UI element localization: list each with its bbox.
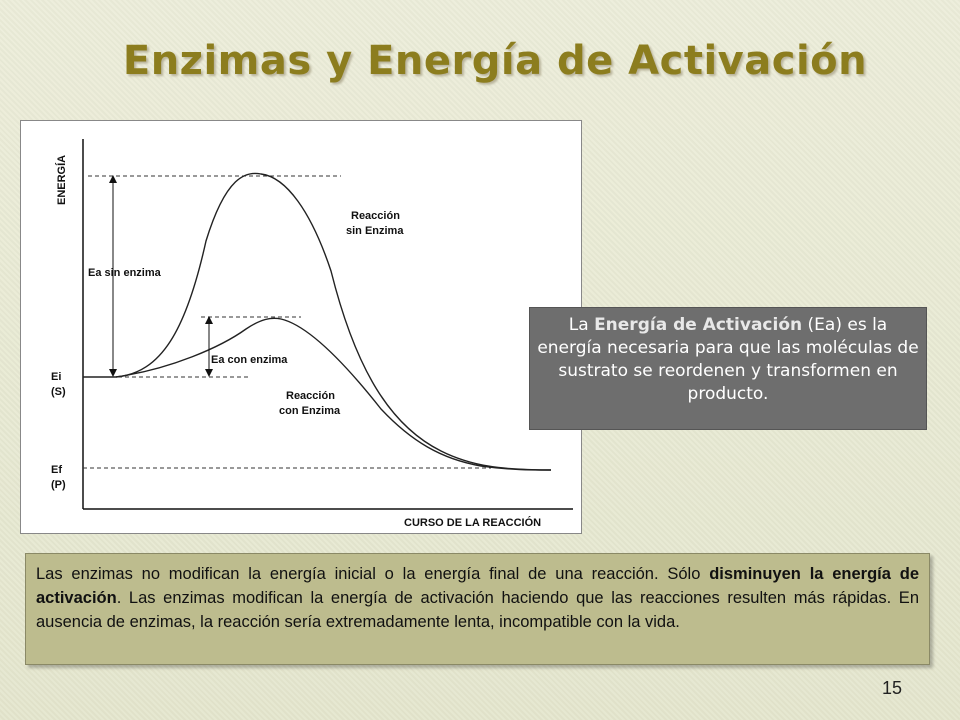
curve-with-label-2: con Enzima [279, 405, 341, 417]
curve-with-enzyme [115, 317, 552, 471]
ea-box-text-2: (Ea) es la energía necesaria para que la… [537, 315, 919, 404]
ea-box-text-1: La [568, 315, 595, 335]
note-bold: disminuyen la energía de activación [36, 565, 919, 607]
note-text-2: . Las enzimas modifican la energía de ac… [36, 589, 919, 631]
page-number: 15 [882, 678, 903, 698]
s-label: (S) [51, 386, 66, 398]
ef-label: Ef [51, 464, 62, 476]
ea-box-bold: Energía de Activación [594, 315, 803, 335]
curve-without-label-2: sin Enzima [346, 225, 404, 237]
y-axis-label: ENERGÍA [55, 155, 68, 205]
activation-energy-definition: La Energía de Activación (Ea) es la ener… [529, 307, 927, 430]
explanation-note: Las enzimas no modifican la energía inic… [25, 553, 930, 665]
ei-label: Ei [51, 371, 61, 383]
curve-with-label-1: Reacción [286, 390, 335, 402]
note-text-1: Las enzimas no modifican la energía inic… [36, 565, 710, 583]
energy-diagram: ENERGÍA CURSO DE LA REACCIÓN Ei (S) Ef (… [20, 120, 582, 534]
slide-title: Enzimas y Energía de Activación [122, 38, 868, 84]
energy-diagram-svg: ENERGÍA CURSO DE LA REACCIÓN Ei (S) Ef (… [51, 139, 573, 529]
curve-without-label-1: Reacción [351, 210, 400, 222]
x-axis-label: CURSO DE LA REACCIÓN [404, 516, 541, 529]
ea-with-label: Ea con enzima [211, 354, 288, 366]
p-label: (P) [51, 479, 66, 491]
ea-without-label: Ea sin enzima [88, 267, 162, 279]
curve-without-enzyme [83, 172, 552, 471]
